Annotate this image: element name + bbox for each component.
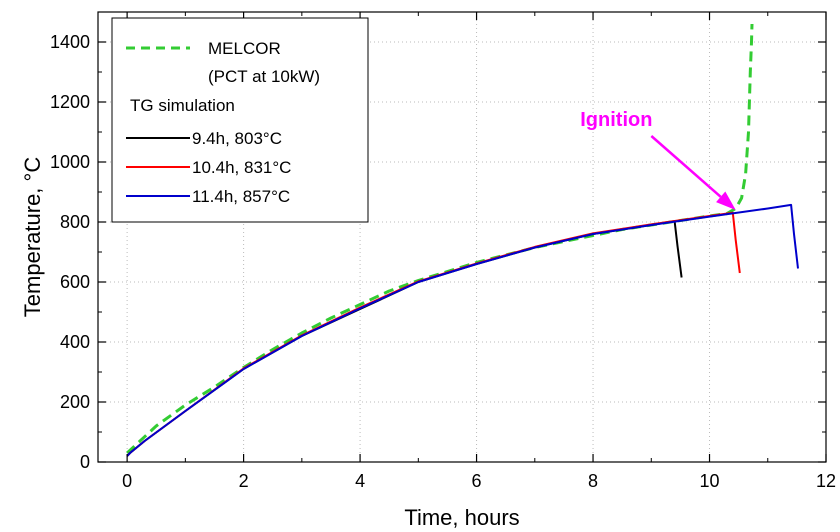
series-lines [126, 23, 799, 457]
ignition-arrow-head [716, 191, 736, 210]
legend-label-3: 11.4h, 857°C [192, 187, 290, 206]
legend-box [111, 17, 369, 223]
x-axis-title: Time, hours [404, 505, 519, 530]
legend-melcor-label: MELCOR [208, 39, 281, 58]
ignition-label: Ignition [580, 109, 652, 131]
x-tick-label: 4 [355, 471, 365, 491]
x-tick-label: 0 [122, 471, 132, 491]
legend-label-1: 9.4h, 803°C [192, 129, 282, 148]
x-tick-label: 6 [472, 471, 482, 491]
y-tick-label: 600 [60, 272, 90, 292]
y-tick-label: 800 [60, 212, 90, 232]
grid-lines [98, 12, 826, 462]
series-line-3 [126, 203, 799, 457]
y-tick-label: 1000 [50, 152, 90, 172]
ignition-annotation: Ignition [580, 109, 736, 210]
legend-entries: 9.4h, 803°C 10.4h, 831°C 11.4h, 857°C [126, 129, 291, 206]
x-tick-label: 2 [239, 471, 249, 491]
plot-frame [97, 11, 827, 463]
y-axis-title: Temperature, °C [20, 157, 45, 318]
x-tick-label: 8 [588, 471, 598, 491]
y-tick-label: 400 [60, 332, 90, 352]
series-line-0 [126, 23, 754, 455]
y-tick-label: 0 [80, 452, 90, 472]
ignition-arrow [650, 135, 722, 198]
y-tick-label: 1400 [50, 32, 90, 52]
series-line-1 [126, 220, 683, 457]
y-tick-label: 1200 [50, 92, 90, 112]
x-tick-label: 10 [700, 471, 720, 491]
legend-melcor-sublabel: (PCT at 10kW) [208, 67, 320, 86]
legend-group-title: TG simulation [130, 96, 235, 115]
axis-ticks: 0 2 4 6 8 10 12 0 200 400 600 800 1000 1200 1400 [50, 12, 836, 491]
legend-label-2: 10.4h, 831°C [192, 158, 291, 177]
y-tick-label: 200 [60, 392, 90, 412]
series-line-2 [126, 211, 741, 457]
x-tick-label: 12 [816, 471, 836, 491]
legend: MELCOR (PCT at 10kW) TG simulation 9.4h,… [111, 17, 369, 223]
